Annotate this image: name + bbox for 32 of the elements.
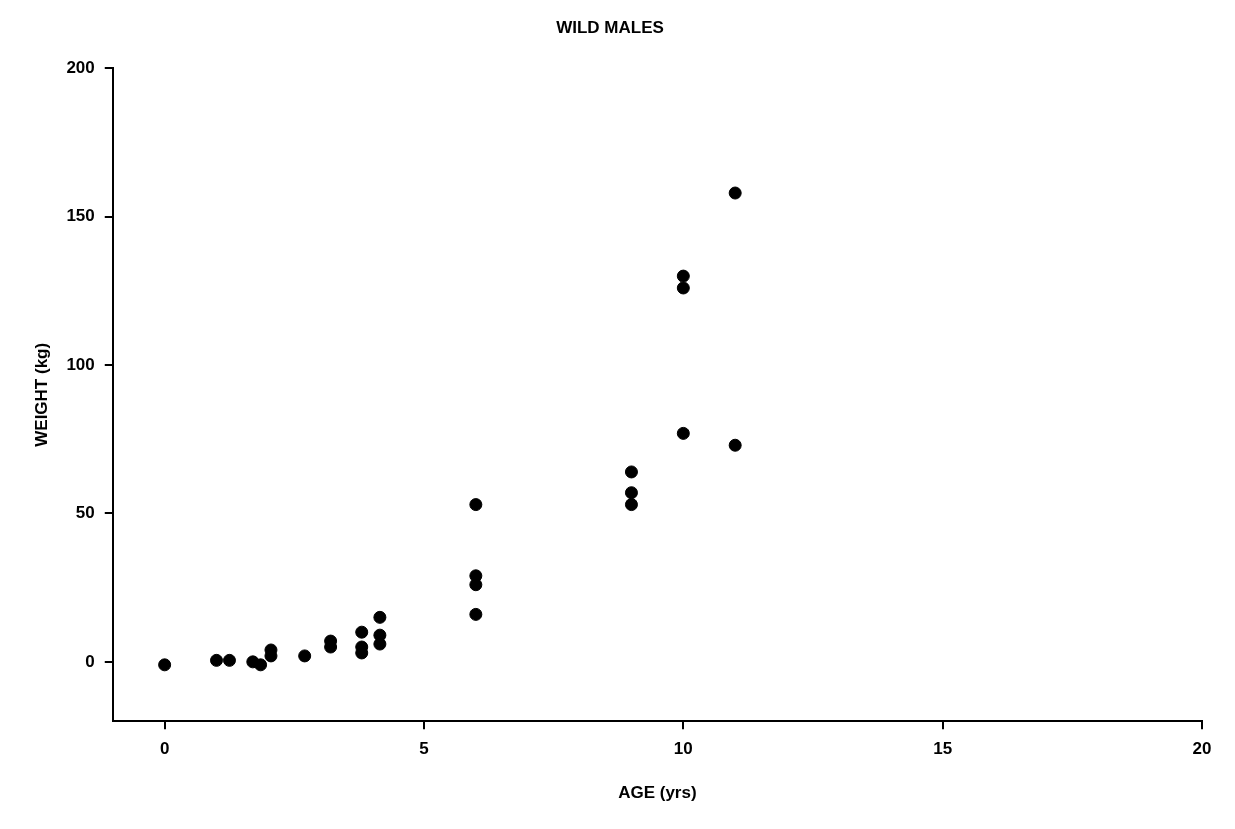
x-tick-label: 10 xyxy=(673,739,693,759)
x-tick-label: 15 xyxy=(933,739,953,759)
point xyxy=(624,498,638,512)
x-axis-title: AGE (yrs) xyxy=(618,783,697,803)
y-axis-title: WEIGHT (kg) xyxy=(31,342,51,447)
x-tick-label: 20 xyxy=(1192,739,1212,759)
point xyxy=(254,658,268,672)
point xyxy=(728,186,742,200)
y-tick-label: 50 xyxy=(75,503,95,523)
point xyxy=(469,578,483,592)
point xyxy=(676,281,690,295)
y-tick-label: 100 xyxy=(66,354,95,374)
point xyxy=(624,486,638,500)
chart-title: WILD MALES xyxy=(556,17,664,37)
x-tick-label: 0 xyxy=(159,739,170,759)
point xyxy=(158,658,172,672)
point xyxy=(676,426,690,440)
point xyxy=(373,610,387,624)
point xyxy=(298,649,312,663)
y-tick-label: 200 xyxy=(66,58,95,78)
point xyxy=(373,637,387,651)
point xyxy=(355,625,369,639)
point xyxy=(469,498,483,512)
x-tick-label: 5 xyxy=(419,739,429,759)
y-tick-label: 0 xyxy=(85,651,95,671)
point xyxy=(469,607,483,621)
point xyxy=(676,269,690,283)
y-tick-label: 150 xyxy=(66,206,95,226)
point xyxy=(222,653,236,667)
point xyxy=(624,465,638,479)
point xyxy=(210,653,223,667)
point xyxy=(728,438,742,452)
